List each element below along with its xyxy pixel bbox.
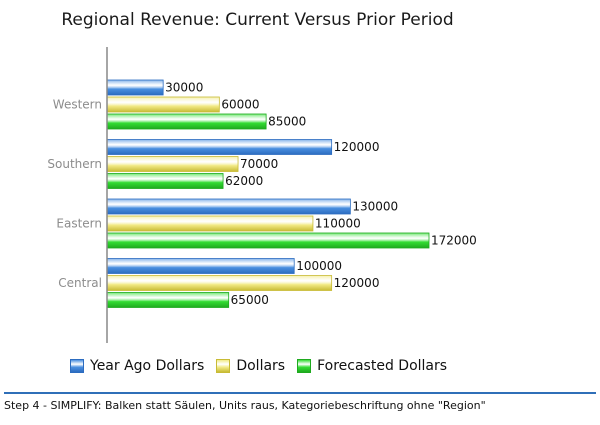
bar-eastern-series-1 xyxy=(106,198,351,215)
bar-central-series-1 xyxy=(106,258,295,274)
caption: Step 4 - SIMPLIFY: Balken statt Säulen, … xyxy=(4,399,486,412)
bar-western-series-3 xyxy=(106,113,267,130)
legend-label-2: Dollars xyxy=(236,358,286,374)
data-label-eastern-series-1: 130000 xyxy=(352,200,398,214)
bar-southern-series-3 xyxy=(106,173,224,189)
category-label-western: Western xyxy=(53,98,102,112)
legend-item-3: Forecasted Dollars xyxy=(297,358,447,374)
data-label-central-series-2: 120000 xyxy=(334,276,380,290)
legend-swatch-3 xyxy=(297,359,312,373)
category-label-central: Central xyxy=(58,276,102,290)
legend-swatch-2 xyxy=(216,359,231,373)
legend-item-2: Dollars xyxy=(216,358,285,374)
chart-title: Regional Revenue: Current Versus Prior P… xyxy=(61,10,454,30)
bar-eastern-series-3 xyxy=(106,232,430,249)
bar-southern-series-1 xyxy=(106,139,333,155)
data-label-southern-series-2: 70000 xyxy=(240,157,278,171)
data-label-southern-series-1: 120000 xyxy=(334,140,380,154)
bar-eastern-series-2 xyxy=(106,215,314,232)
bar-central-series-3 xyxy=(106,292,230,308)
category-label-eastern: Eastern xyxy=(56,217,102,231)
legend-label-1: Year Ago Dollars xyxy=(90,358,205,374)
data-label-western-series-2: 60000 xyxy=(221,98,259,112)
data-label-western-series-1: 30000 xyxy=(165,81,203,95)
data-label-eastern-series-2: 110000 xyxy=(315,217,361,231)
legend-label-3: Forecasted Dollars xyxy=(317,358,448,374)
bar-western-series-1 xyxy=(106,79,164,96)
legend: Year Ago Dollars Dollars Forecasted Dollar… xyxy=(70,358,459,374)
bar-western-series-2 xyxy=(106,96,220,113)
divider xyxy=(4,392,596,394)
bar-chart: 30000 60000 85000 120000 70000 62000 130000 110… xyxy=(47,47,477,343)
data-label-western-series-3: 85000 xyxy=(268,115,306,129)
legend-item-1: Year Ago Dollars xyxy=(70,358,204,374)
legend-swatch-1 xyxy=(70,359,84,373)
data-label-central-series-3: 65000 xyxy=(231,293,269,307)
bar-southern-series-2 xyxy=(106,156,239,172)
data-label-eastern-series-3: 172000 xyxy=(431,234,477,248)
category-label-southern: Southern xyxy=(47,157,102,171)
bar-central-series-2 xyxy=(106,275,333,291)
data-label-southern-series-3: 62000 xyxy=(225,174,263,188)
data-label-central-series-1: 100000 xyxy=(296,259,342,273)
